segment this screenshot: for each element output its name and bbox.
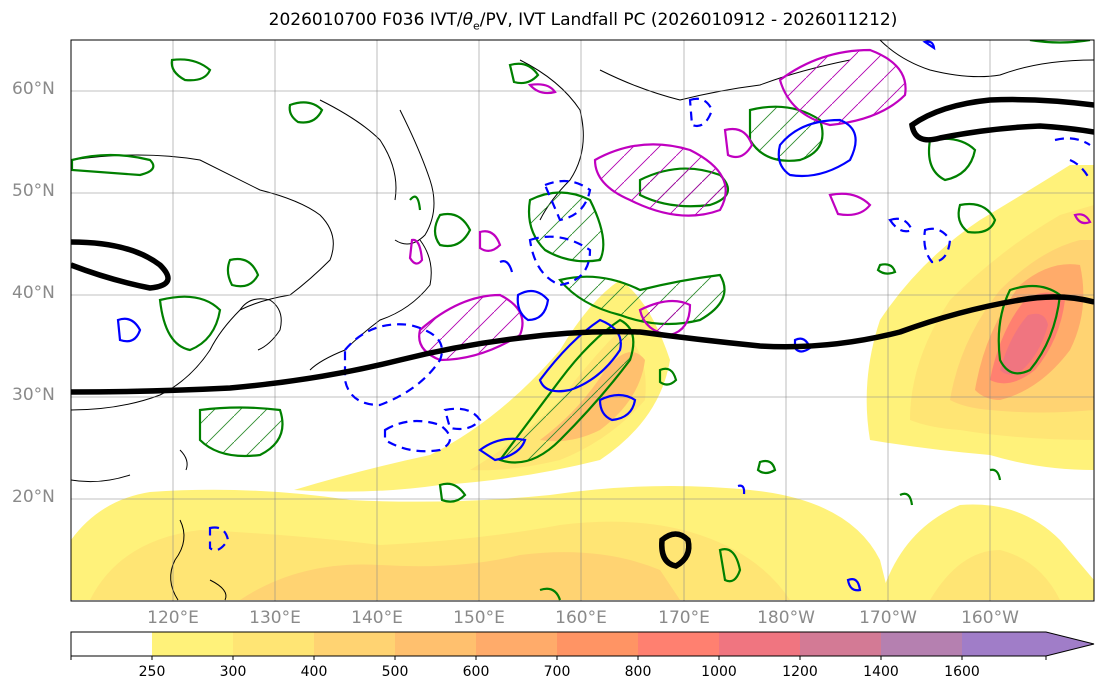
colorbar-label-1200: 1200 [782, 664, 818, 680]
negative-contours-dashed [208, 97, 1091, 552]
lat-label-50n: 50°N [12, 181, 55, 201]
lon-label-150e: 150°E [453, 608, 505, 628]
lon-label-170e: 170°E [658, 608, 710, 628]
lat-label-40n: 40°N [12, 283, 55, 303]
lon-label-140e: 140°E [351, 608, 403, 628]
theta-e-pv-contours [71, 96, 1094, 569]
lat-label-60n: 60°N [12, 79, 55, 99]
colorbar [70, 631, 1095, 660]
lon-label-160w: 160°W [961, 608, 1019, 628]
positive-contours [408, 48, 1092, 362]
lon-label-130e: 130°E [249, 608, 301, 628]
map-frame [70, 39, 1095, 602]
lon-label-160e: 160°E [555, 608, 607, 628]
lon-label-120e: 120°E [147, 608, 199, 628]
colorbar-label-600: 600 [462, 664, 490, 680]
lat-label-20n: 20°N [12, 487, 55, 507]
colorbar-label-500: 500 [381, 664, 409, 680]
colorbar-label-300: 300 [219, 664, 247, 680]
colorbar-label-250: 250 [138, 664, 166, 680]
colorbar-label-1600: 1600 [944, 664, 980, 680]
negative-contours [116, 40, 936, 592]
colorbar-label-1400: 1400 [863, 664, 899, 680]
lon-label-180w: 180°W [757, 608, 815, 628]
lon-label-170w: 170°W [859, 608, 917, 628]
colorbar-label-400: 400 [300, 664, 328, 680]
colorbar-label-800: 800 [624, 664, 652, 680]
colorbar-label-1000: 1000 [701, 664, 737, 680]
page-title: 2026010700 F036 IVT/θe/PV, IVT Landfall … [268, 10, 898, 33]
lat-label-30n: 30°N [12, 385, 55, 405]
colorbar-label-700: 700 [543, 664, 571, 680]
